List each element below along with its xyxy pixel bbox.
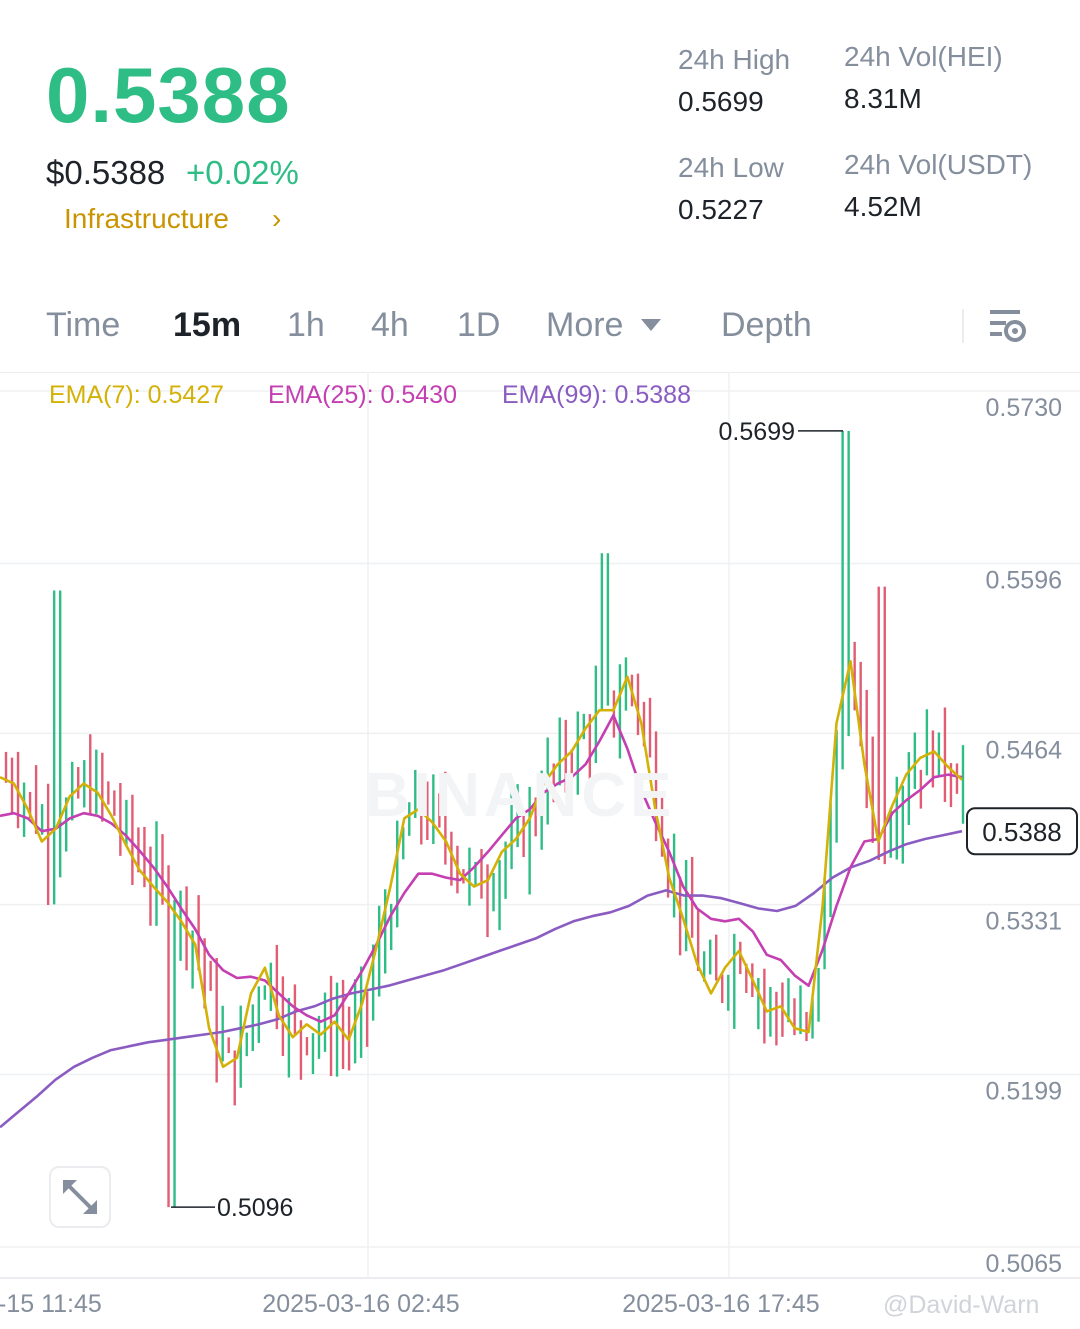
tab-1d[interactable]: 1D <box>457 306 501 344</box>
price-change-percent: +0.02% <box>186 154 299 191</box>
expand-chart-button[interactable] <box>49 1166 111 1228</box>
ema99-legend: EMA(99): 0.5388 <box>502 381 691 409</box>
tab-15m[interactable]: 15m <box>173 306 242 344</box>
expand-icon <box>62 1179 98 1215</box>
stat-24h-low-label: 24h Low <box>678 152 784 183</box>
tab-more[interactable]: More <box>546 306 624 344</box>
x-tick-label: 2025-03-16 02:45 <box>262 1290 459 1318</box>
tab-time[interactable]: Time <box>46 306 121 344</box>
stat-24h-high-label: 24h High <box>678 44 791 75</box>
low-marker-label: 0.5096 <box>217 1194 293 1222</box>
last-price: 0.5388 <box>46 51 291 139</box>
ema7-line <box>0 659 963 1069</box>
usd-price: $0.5388 <box>46 154 166 191</box>
stat-24h-vol-base-value: 8.31M <box>844 83 922 114</box>
y-tick-label: 0.5331 <box>986 908 1062 936</box>
candlestick-chart[interactable]: 0.5730 0.5596 0.5464 0.5331 0.5199 0.5065 -15 … <box>0 372 1080 1329</box>
stat-24h-vol-base-label: 24h Vol(HEI) <box>844 41 1003 72</box>
tab-4h[interactable]: 4h <box>371 306 409 344</box>
caret-down-icon[interactable] <box>640 317 662 333</box>
binance-logo-icon: BINANCE <box>365 761 676 830</box>
high-marker-label: 0.5699 <box>719 418 795 446</box>
chart-settings-icon[interactable] <box>988 306 1028 346</box>
x-tick-label: -15 11:45 <box>0 1290 102 1318</box>
tab-divider <box>962 309 964 343</box>
credit-watermark: @David-Warn <box>883 1291 1040 1319</box>
y-tick-label: 0.5596 <box>986 566 1062 594</box>
last-price-badge-label: 0.5388 <box>982 817 1062 847</box>
tab-1h[interactable]: 1h <box>287 306 325 344</box>
category-link[interactable]: Infrastructure <box>64 203 229 234</box>
ema99-line <box>0 829 963 1129</box>
stat-24h-high-value: 0.5699 <box>678 86 764 117</box>
y-tick-label: 0.5464 <box>986 736 1063 764</box>
ema25-line <box>0 714 963 1024</box>
last-price-badge <box>966 807 1078 856</box>
chevron-right-icon[interactable]: › <box>272 203 282 234</box>
x-tick-label: 2025-03-16 17:45 <box>622 1290 819 1318</box>
y-tick-label: 0.5065 <box>986 1250 1062 1278</box>
stat-24h-vol-quote-value: 4.52M <box>844 191 922 222</box>
ema25-legend: EMA(25): 0.5430 <box>268 381 457 409</box>
y-tick-label: 0.5730 <box>986 394 1062 422</box>
stat-24h-low-value: 0.5227 <box>678 194 764 225</box>
ema7-legend: EMA(7): 0.5427 <box>49 381 225 409</box>
tab-depth[interactable]: Depth <box>721 306 812 344</box>
stat-24h-vol-quote-label: 24h Vol(USDT) <box>844 149 1033 180</box>
y-tick-label: 0.5199 <box>986 1078 1062 1106</box>
